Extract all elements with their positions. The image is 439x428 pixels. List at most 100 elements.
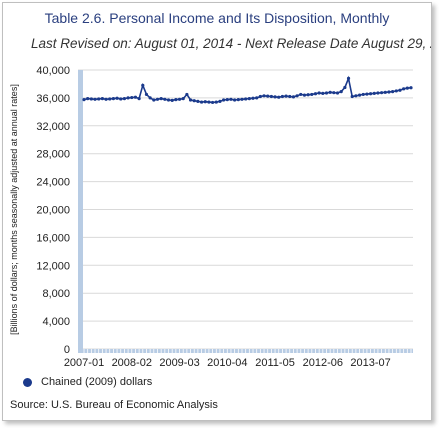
data-point[interactable] xyxy=(214,100,218,104)
data-point[interactable] xyxy=(166,98,171,102)
data-point[interactable] xyxy=(343,85,347,90)
data-point[interactable] xyxy=(262,94,266,98)
data-point[interactable] xyxy=(137,96,141,101)
data-point[interactable] xyxy=(122,96,127,101)
data-point[interactable] xyxy=(350,94,354,99)
data-point[interactable] xyxy=(97,97,101,101)
data-point[interactable] xyxy=(332,91,336,95)
data-point[interactable] xyxy=(159,96,163,101)
data-point[interactable] xyxy=(317,91,321,95)
data-point[interactable] xyxy=(100,96,104,101)
data-point[interactable] xyxy=(207,100,211,104)
data-point[interactable] xyxy=(144,92,149,97)
data-point[interactable] xyxy=(361,92,365,97)
data-point[interactable] xyxy=(141,83,145,87)
data-point[interactable] xyxy=(295,94,299,98)
data-point[interactable] xyxy=(229,97,233,101)
data-point[interactable] xyxy=(163,97,167,101)
data-point[interactable] xyxy=(291,95,296,99)
data-point[interactable] xyxy=(277,95,281,99)
data-point[interactable] xyxy=(255,96,259,100)
legend-marker-icon xyxy=(23,377,32,387)
data-point[interactable] xyxy=(89,97,93,101)
data-point[interactable] xyxy=(170,98,174,102)
data-point[interactable] xyxy=(357,93,362,97)
data-point[interactable] xyxy=(273,95,277,99)
y-tick-label: 16,000 xyxy=(36,232,70,244)
x-tick-label: 2012-06 xyxy=(303,357,343,369)
data-point[interactable] xyxy=(177,97,182,101)
data-point[interactable] xyxy=(82,98,86,102)
data-point[interactable] xyxy=(310,92,314,97)
data-point[interactable] xyxy=(111,96,115,101)
data-point[interactable] xyxy=(365,92,369,96)
data-point[interactable] xyxy=(244,97,248,101)
data-point[interactable] xyxy=(233,98,237,102)
data-point[interactable] xyxy=(280,94,285,99)
data-point[interactable] xyxy=(409,86,413,90)
data-point[interactable] xyxy=(210,100,215,105)
chart-title: Table 2.6. Personal Income and Its Dispo… xyxy=(44,10,390,26)
data-point[interactable] xyxy=(306,93,310,97)
data-point[interactable] xyxy=(368,92,373,96)
data-point[interactable] xyxy=(299,92,303,97)
data-point[interactable] xyxy=(387,90,391,94)
data-point[interactable] xyxy=(372,91,376,95)
data-point[interactable] xyxy=(203,100,207,104)
data-point[interactable] xyxy=(321,91,325,95)
data-point[interactable] xyxy=(339,90,343,94)
data-point[interactable] xyxy=(251,96,255,100)
data-point[interactable] xyxy=(196,99,200,103)
data-point[interactable] xyxy=(174,98,178,102)
data-point[interactable] xyxy=(152,98,156,102)
data-point[interactable] xyxy=(218,99,222,103)
data-point[interactable] xyxy=(181,96,185,101)
data-point[interactable] xyxy=(192,99,196,103)
data-point[interactable] xyxy=(86,96,90,101)
data-point[interactable] xyxy=(324,91,329,95)
data-point[interactable] xyxy=(398,88,402,92)
data-point[interactable] xyxy=(247,96,251,101)
data-point[interactable] xyxy=(222,98,226,102)
data-point[interactable] xyxy=(405,86,409,90)
data-point[interactable] xyxy=(104,97,108,101)
axes xyxy=(78,70,413,353)
data-point[interactable] xyxy=(199,100,204,104)
data-point[interactable] xyxy=(313,92,318,96)
data-point[interactable] xyxy=(402,87,406,91)
data-point[interactable] xyxy=(115,96,119,100)
data-point[interactable] xyxy=(346,76,351,80)
data-point[interactable] xyxy=(288,94,292,99)
data-point[interactable] xyxy=(240,97,244,101)
data-point[interactable] xyxy=(185,92,189,97)
data-point[interactable] xyxy=(126,96,130,100)
data-point[interactable] xyxy=(258,94,262,99)
y-tick-labels: 40,000 36,000 32,000 28,000 24,000 20,000 16,0… xyxy=(36,65,70,356)
data-point[interactable] xyxy=(302,93,307,97)
data-point[interactable] xyxy=(284,94,288,98)
data-point[interactable] xyxy=(225,98,229,102)
data-point[interactable] xyxy=(155,97,160,101)
data-point[interactable] xyxy=(266,94,270,98)
data-point[interactable] xyxy=(394,89,398,93)
y-tick-label: 36,000 xyxy=(36,93,70,105)
data-point[interactable] xyxy=(188,98,193,102)
data-point[interactable] xyxy=(391,90,395,94)
data-point[interactable] xyxy=(93,97,97,101)
data-point[interactable] xyxy=(354,94,358,98)
y-axis-bar xyxy=(78,70,83,349)
data-point[interactable] xyxy=(380,91,384,95)
data-point[interactable] xyxy=(376,91,380,95)
data-point[interactable] xyxy=(269,94,273,99)
data-point[interactable] xyxy=(383,90,387,94)
legend[interactable]: Chained (2009) dollars xyxy=(23,376,152,388)
data-point[interactable] xyxy=(148,96,152,100)
data-point[interactable] xyxy=(119,97,123,101)
data-point[interactable] xyxy=(236,98,240,102)
data-point[interactable] xyxy=(335,91,340,95)
data-point[interactable] xyxy=(328,90,332,94)
data-point[interactable] xyxy=(133,95,138,99)
y-axis-title: [Billions of dollars; months seasonally … xyxy=(9,84,19,335)
data-point[interactable] xyxy=(108,97,112,101)
data-point[interactable] xyxy=(130,95,134,100)
